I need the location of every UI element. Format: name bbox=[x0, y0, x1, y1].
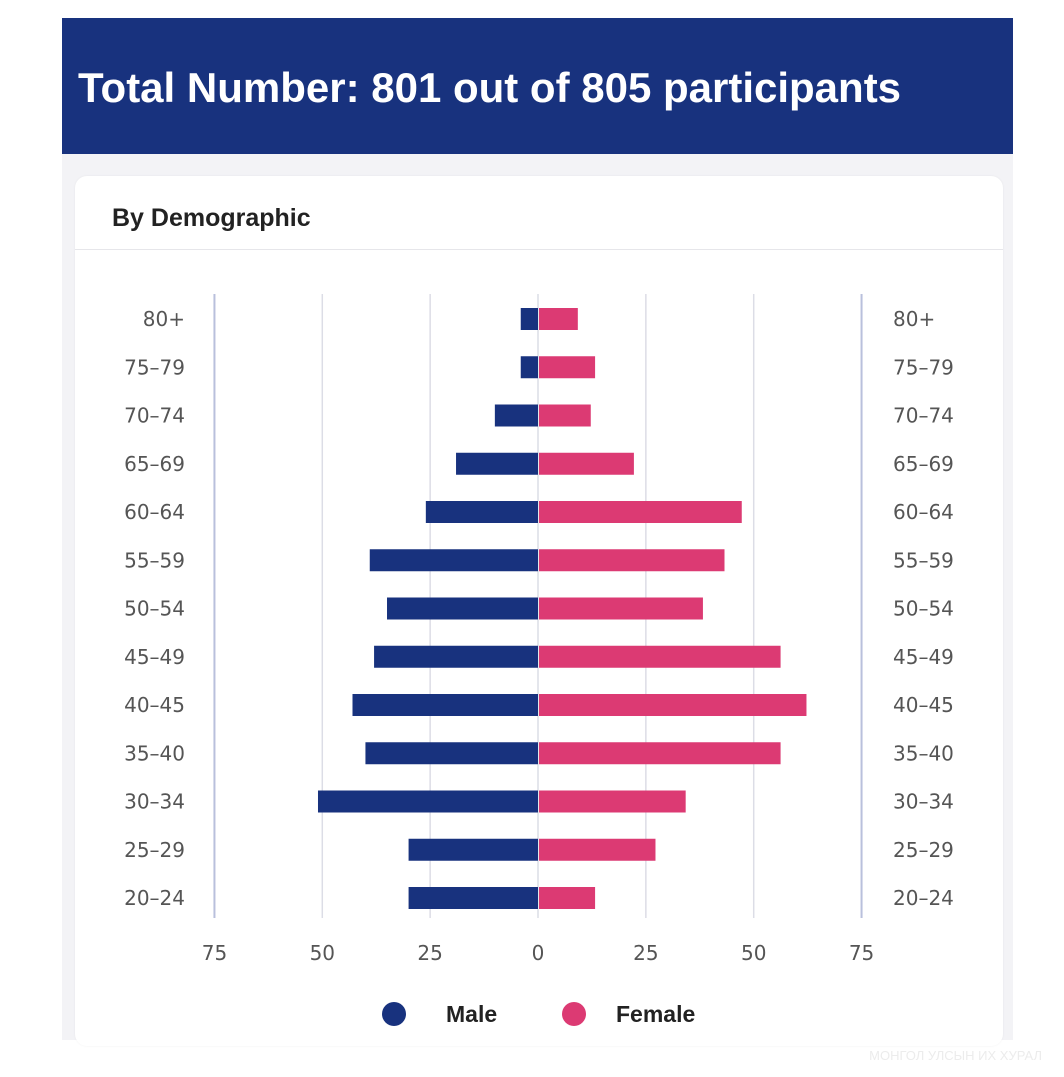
male-bar bbox=[369, 549, 538, 572]
female-bar bbox=[539, 501, 742, 523]
legend-female-marker bbox=[562, 1002, 586, 1026]
x-tick-label: 50 bbox=[310, 941, 335, 965]
category-label-right: 75–79 bbox=[893, 355, 954, 379]
legend-male-marker bbox=[382, 1002, 406, 1026]
category-label-right: 60–64 bbox=[893, 500, 954, 524]
demographic-card: By Demographic 75 50 25 0 25 50 75 80+ 80+ 75–79 7… bbox=[75, 176, 1003, 1046]
category-label-left: 25–29 bbox=[124, 838, 185, 862]
total-participants-title: Total Number: 801 out of 805 participant… bbox=[78, 64, 902, 111]
category-label-left: 80+ bbox=[143, 307, 185, 331]
category-label-left: 20–24 bbox=[124, 886, 185, 910]
male-bar bbox=[456, 452, 538, 475]
female-bar bbox=[539, 742, 781, 765]
x-tick-label: 25 bbox=[633, 941, 658, 965]
category-label-right: 50–54 bbox=[893, 597, 954, 621]
x-tick-label: 75 bbox=[849, 941, 874, 965]
x-tick-label: 50 bbox=[741, 941, 766, 965]
x-tick-label: 0 bbox=[532, 941, 545, 965]
category-label-left: 65–69 bbox=[124, 452, 185, 476]
category-label-left: 30–34 bbox=[124, 790, 185, 814]
female-bar bbox=[539, 790, 686, 813]
category-label-right: 25–29 bbox=[893, 838, 954, 862]
male-bar bbox=[387, 597, 538, 620]
male-bar bbox=[408, 838, 538, 861]
male-bar bbox=[374, 645, 538, 668]
male-bar bbox=[494, 404, 538, 427]
category-label-left: 55–59 bbox=[124, 548, 185, 572]
male-bar bbox=[365, 742, 538, 765]
category-label-right: 20–24 bbox=[893, 886, 954, 910]
female-bar bbox=[539, 597, 703, 620]
male-bar bbox=[520, 356, 538, 379]
female-bar bbox=[539, 887, 596, 909]
x-tick-label: 25 bbox=[417, 941, 442, 965]
x-tick-label: 75 bbox=[202, 941, 227, 965]
category-label-left: 75–79 bbox=[124, 355, 185, 379]
category-label-right: 40–45 bbox=[893, 693, 954, 717]
female-bar bbox=[539, 549, 725, 572]
category-label-right: 80+ bbox=[893, 307, 935, 331]
male-bar bbox=[317, 790, 538, 813]
legend-female-label: Female bbox=[616, 1001, 695, 1027]
card-divider bbox=[75, 249, 1003, 250]
category-label-right: 65–69 bbox=[893, 452, 954, 476]
female-bar bbox=[539, 694, 807, 716]
male-bar bbox=[520, 308, 538, 330]
category-label-left: 40–45 bbox=[124, 693, 185, 717]
female-bar bbox=[539, 645, 781, 668]
category-label-right: 55–59 bbox=[893, 548, 954, 572]
population-pyramid-chart: 75 50 25 0 25 50 75 80+ 80+ 75–79 75–79 70–74 70–74 6… bbox=[124, 294, 954, 1027]
category-label-right: 35–40 bbox=[893, 741, 954, 765]
card-title: By Demographic bbox=[112, 204, 311, 232]
male-bar bbox=[352, 694, 538, 716]
female-bar bbox=[539, 838, 656, 861]
category-label-left: 70–74 bbox=[124, 404, 185, 428]
category-label-left: 60–64 bbox=[124, 500, 185, 524]
category-label-left: 35–40 bbox=[124, 741, 185, 765]
male-bar bbox=[408, 887, 538, 909]
category-label-right: 30–34 bbox=[893, 790, 954, 814]
legend-male-label: Male bbox=[446, 1001, 497, 1027]
category-label-left: 50–54 bbox=[124, 597, 185, 621]
watermark: МОНГОЛ УЛСЫН ИХ ХУРАЛ bbox=[869, 1048, 1042, 1063]
category-label-right: 45–49 bbox=[893, 645, 954, 669]
female-bar bbox=[539, 308, 578, 330]
male-bar bbox=[425, 501, 538, 523]
female-bar bbox=[539, 356, 596, 379]
category-label-left: 45–49 bbox=[124, 645, 185, 669]
category-label-right: 70–74 bbox=[893, 404, 954, 428]
female-bar bbox=[539, 404, 591, 427]
header-banner: Total Number: 801 out of 805 participant… bbox=[62, 18, 1013, 154]
female-bar bbox=[539, 452, 634, 475]
